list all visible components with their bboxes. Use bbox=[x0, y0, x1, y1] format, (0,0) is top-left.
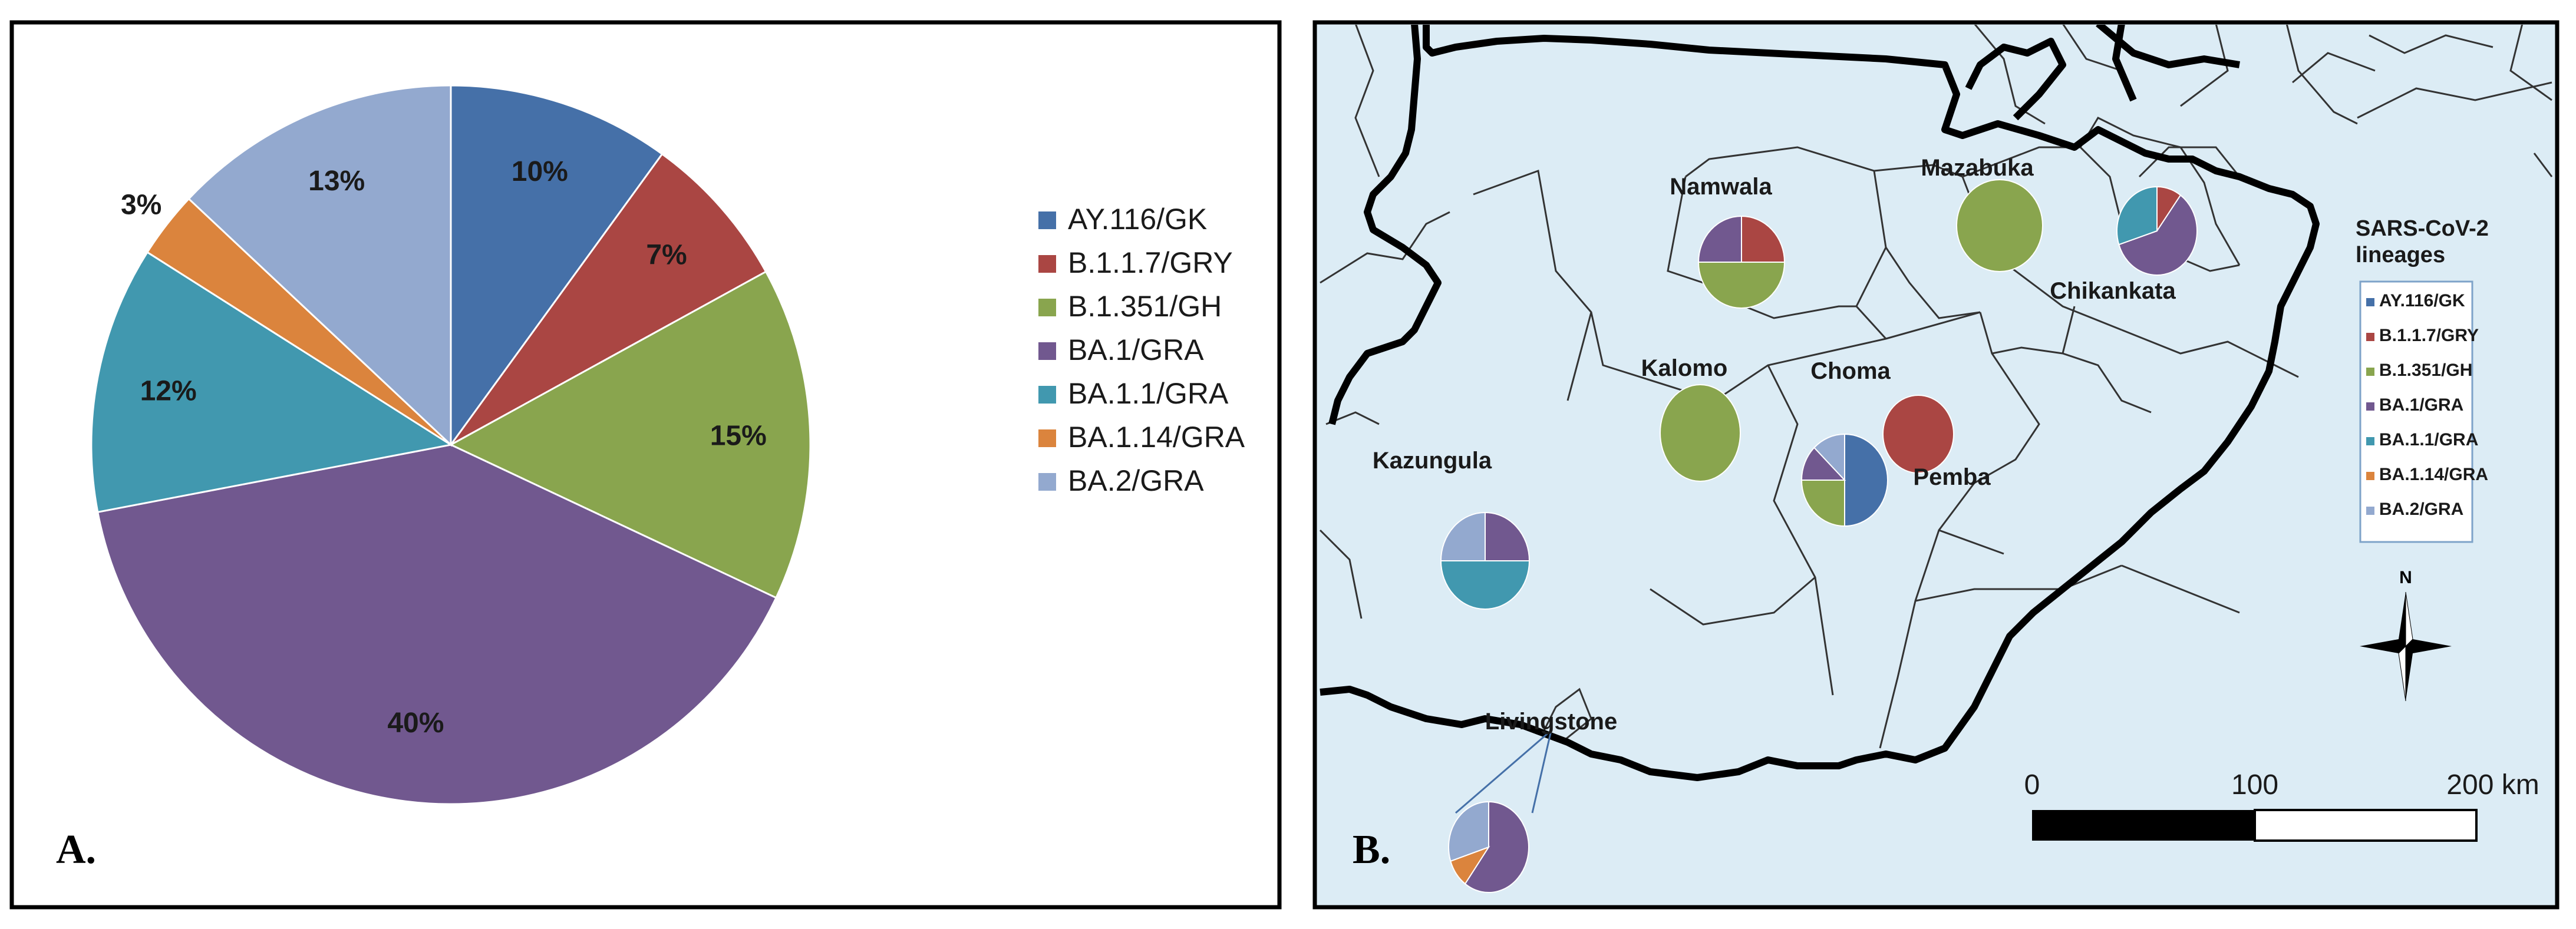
pie-slice-b-1-351-gh bbox=[448, 270, 812, 599]
pie-label-ba-1-gra: 40% bbox=[387, 708, 444, 739]
district-label-kalomo: Kalomo bbox=[1641, 355, 1728, 381]
map-legend-swatch-ba-1-14-gra bbox=[2366, 472, 2374, 480]
pie-slice-ay-116-gk bbox=[450, 84, 664, 448]
district-pie-choma bbox=[1800, 433, 1888, 527]
legend-swatch-b-1-1-7-gry bbox=[1038, 255, 1056, 273]
kazungula-slice-ba-2-gra bbox=[1440, 511, 1486, 561]
north-label: N bbox=[2399, 568, 2412, 587]
district-label-mazabuka: Mazabuka bbox=[1921, 155, 2034, 181]
scale-label-1: 100 bbox=[2231, 769, 2278, 801]
choma-slice-ba-2-gra bbox=[1813, 433, 1845, 482]
district-label-livingstone: Livingstone bbox=[1485, 709, 1617, 735]
pie-slice-ba-1-1-gra bbox=[90, 251, 454, 514]
panel-b-label: B. bbox=[1353, 827, 1390, 872]
kalomo-slice-b-1-351-gh bbox=[1660, 383, 1741, 482]
scale-bar-light bbox=[2254, 809, 2478, 842]
pie-chart: 10% 7% 15% 40% 12% 3% 13% bbox=[90, 84, 812, 805]
choma-slice-ay-116-gk bbox=[1844, 433, 1888, 527]
district-label-namwala: Namwala bbox=[1670, 174, 1772, 200]
scale-label-2: 200 km bbox=[2446, 769, 2539, 801]
map-legend-label-ba-2-gra: BA.2/GRA bbox=[2379, 500, 2463, 519]
namwala-slice-b-1-1-7-gry bbox=[1741, 215, 1786, 263]
map-legend-label-ba-1-gra: BA.1/GRA bbox=[2379, 395, 2463, 415]
kazungula-slice-ba-1-gra bbox=[1485, 511, 1531, 561]
district-pie-chikankata bbox=[2116, 186, 2198, 276]
north-arrow: N bbox=[2360, 568, 2452, 702]
pie-label-b-1-351-gh: 15% bbox=[710, 421, 767, 452]
mazabuka-slice-b-1-351-gh bbox=[1956, 178, 2043, 273]
map-legend-swatch-ay-116-gk bbox=[2366, 298, 2374, 306]
pie-label-ba-1-1-gra: 12% bbox=[140, 376, 197, 407]
district-label-choma: Choma bbox=[1810, 358, 1891, 384]
district-label-kazungula: Kazungula bbox=[1373, 448, 1492, 474]
scale-bar-dark bbox=[2032, 810, 2255, 841]
pie-slice-ba-2-gra bbox=[187, 84, 452, 447]
legend-label-ba-1-14-gra: BA.1.14/GRA bbox=[1068, 421, 1245, 454]
pie-legend: AY.116/GK B.1.1.7/GRY B.1.351/GH BA.1/GRA BA… bbox=[1038, 203, 1245, 497]
legend-label-ay-116-gk: AY.116/GK bbox=[1068, 203, 1207, 236]
map-legend-swatch-b-1-1-7-gry bbox=[2366, 333, 2374, 341]
legend-swatch-b-1-351-gh bbox=[1038, 299, 1056, 316]
lineage-legend: SARS-CoV-2 lineages AY.116/GK B.1.1.7/GRY B.… bbox=[2356, 216, 2489, 543]
map bbox=[1319, 25, 2553, 781]
livingstone-slice-ba-1-gra bbox=[1464, 801, 1529, 893]
legend-swatch-ba-2-gra bbox=[1038, 473, 1056, 491]
district-boundaries bbox=[1473, 117, 2299, 749]
district-pie-kalomo bbox=[1660, 383, 1741, 482]
legend-label-ba-2-gra: BA.2/GRA bbox=[1068, 464, 1204, 497]
legend-label-b-1-1-7-gry: B.1.1.7/GRY bbox=[1068, 246, 1233, 279]
legend-swatch-ba-1-gra bbox=[1038, 342, 1056, 360]
map-legend-swatch-ba-2-gra bbox=[2366, 507, 2374, 515]
legend-title: SARS-CoV-2 lineages bbox=[2356, 216, 2489, 267]
choma-slice-b-1-351-gh bbox=[1800, 480, 1845, 527]
scale-bar: 0 100 200 km bbox=[2024, 769, 2539, 842]
map-legend-label-b-1-1-7-gry: B.1.1.7/GRY bbox=[2379, 326, 2479, 345]
pie-label-ba-2-gra: 13% bbox=[308, 166, 365, 197]
legend-swatch-ay-116-gk bbox=[1038, 211, 1056, 229]
legend-swatch-ba-1-1-gra bbox=[1038, 386, 1056, 404]
regional-boundaries bbox=[1319, 25, 2553, 619]
pie-slice-b-1-1-7-gry bbox=[450, 153, 767, 446]
district-label-chikankata: Chikankata bbox=[2050, 278, 2176, 304]
district-label-pemba: Pemba bbox=[1913, 464, 1991, 490]
map-legend-swatch-ba-1-1-gra bbox=[2366, 437, 2374, 445]
chikankata-slice-ba-1-gra bbox=[2118, 194, 2198, 276]
livingstone-callout bbox=[1455, 729, 1552, 814]
pie-label-ba-1-14-gra: 3% bbox=[121, 189, 161, 220]
panel-a-label: A. bbox=[56, 827, 96, 872]
district-pie-namwala bbox=[1697, 215, 1786, 309]
district-pie-kazungula bbox=[1440, 511, 1531, 610]
map-legend-label-b-1-351-gh: B.1.351/GH bbox=[2379, 361, 2472, 380]
legend-label-b-1-351-gh: B.1.351/GH bbox=[1068, 290, 1222, 323]
map-legend-swatch-b-1-351-gh bbox=[2366, 368, 2374, 376]
scale-label-0: 0 bbox=[2024, 769, 2040, 801]
map-legend-label-ba-1-1-gra: BA.1.1/GRA bbox=[2379, 430, 2478, 449]
livingstone-slice-ba-2-gra bbox=[1448, 801, 1489, 862]
pie-label-b-1-1-7-gry: 7% bbox=[646, 239, 687, 270]
pie-label-ay-116-gk: 10% bbox=[512, 156, 568, 187]
district-pies: Namwala Mazabuka Chikankata Kalomo Choma Pemb… bbox=[1373, 155, 2198, 893]
kazungula-slice-ba-1-1-gra bbox=[1440, 560, 1531, 610]
legend-label-ba-1-1-gra: BA.1.1/GRA bbox=[1068, 377, 1229, 410]
national-border bbox=[1320, 25, 2320, 781]
chikankata-slice-ba-1-1-gra bbox=[2116, 186, 2158, 246]
legend-swatch-ba-1-14-gra bbox=[1038, 429, 1056, 447]
legend-label-ba-1-gra: BA.1/GRA bbox=[1068, 333, 1204, 366]
namwala-slice-ba-1-gra bbox=[1697, 215, 1742, 263]
choma-slice-ba-1-gra bbox=[1800, 447, 1846, 481]
district-pie-mazabuka bbox=[1956, 178, 2043, 273]
map-legend-swatch-ba-1-gra bbox=[2366, 402, 2374, 411]
legend-box bbox=[2359, 280, 2473, 543]
pie-slice-ba-1-gra bbox=[97, 444, 777, 805]
map-legend-label-ba-1-14-gra: BA.1.14/GRA bbox=[2379, 465, 2488, 484]
namwala-slice-b-1-351-gh bbox=[1697, 262, 1786, 309]
district-pie-livingstone bbox=[1448, 801, 1529, 893]
map-legend-label-ay-116-gk: AY.116/GK bbox=[2379, 291, 2465, 310]
district-pie-pemba bbox=[1882, 394, 1954, 474]
pemba-slice-b-1-1-7-gry bbox=[1882, 394, 1954, 474]
